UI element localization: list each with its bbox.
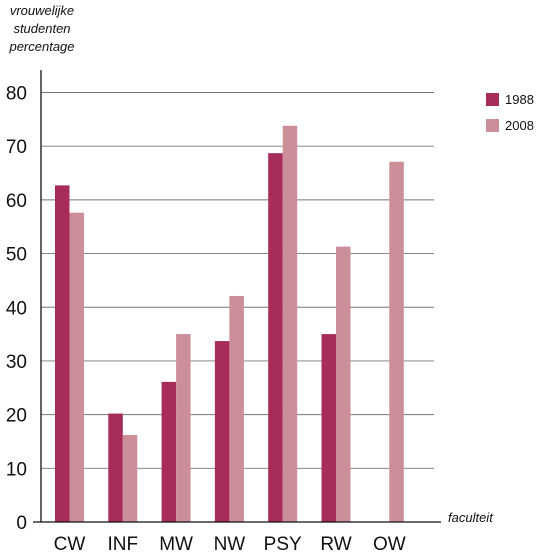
legend-swatch-2008 (486, 119, 499, 132)
bar-1988-psy (268, 153, 283, 522)
legend-label-2008: 2008 (505, 118, 534, 133)
y-tick-label: 70 (6, 137, 27, 158)
y-tick-labels: 0 10 20 30 40 50 60 70 80 (6, 84, 27, 535)
x-tick-label: NW (214, 534, 246, 555)
x-tick-label: CW (54, 534, 86, 555)
x-tick-label: RW (320, 534, 351, 555)
x-axis-label: faculteit (448, 510, 494, 525)
bars (55, 125, 404, 522)
bar-2008-ow (389, 161, 404, 522)
y-axis-label: vrouwelijke studenten percentage (8, 3, 74, 54)
x-tick-label: INF (107, 534, 138, 555)
bar-2008-rw (336, 246, 351, 522)
bar-1988-cw (55, 185, 70, 522)
bar-2008-inf (122, 435, 138, 522)
bar-2008-mw (176, 334, 191, 522)
y-tick-label: 80 (6, 84, 27, 105)
bar-1988-inf (108, 413, 123, 522)
y-tick-label: 50 (6, 245, 27, 266)
y-axis-label-line: vrouwelijke (10, 3, 74, 18)
x-tick-label: OW (373, 534, 406, 555)
y-tick-label: 20 (6, 406, 27, 427)
y-tick-label: 60 (6, 191, 27, 212)
y-tick-label: 40 (6, 298, 27, 319)
legend-swatch-1988 (486, 93, 499, 106)
x-tick-label: MW (159, 534, 193, 555)
bar-1988-rw (321, 334, 336, 522)
legend-label-1988: 1988 (505, 92, 534, 107)
bar-2008-nw (229, 295, 244, 522)
x-tick-label: PSY (264, 534, 302, 555)
bar-2008-psy (282, 125, 298, 522)
x-tick-labels: CW INF MW NW PSY RW OW (54, 534, 406, 555)
bar-1988-mw (161, 381, 177, 522)
bar-2008-cw (69, 212, 84, 522)
axes (33, 70, 441, 523)
y-axis-label-line: percentage (8, 39, 74, 54)
legend: 1988 2008 (486, 92, 534, 133)
y-tick-label: 0 (16, 513, 27, 534)
bar-1988-nw (214, 341, 230, 522)
y-tick-label: 10 (6, 459, 27, 480)
y-tick-label: 30 (6, 352, 27, 373)
y-axis-label-line: studenten (13, 21, 70, 36)
